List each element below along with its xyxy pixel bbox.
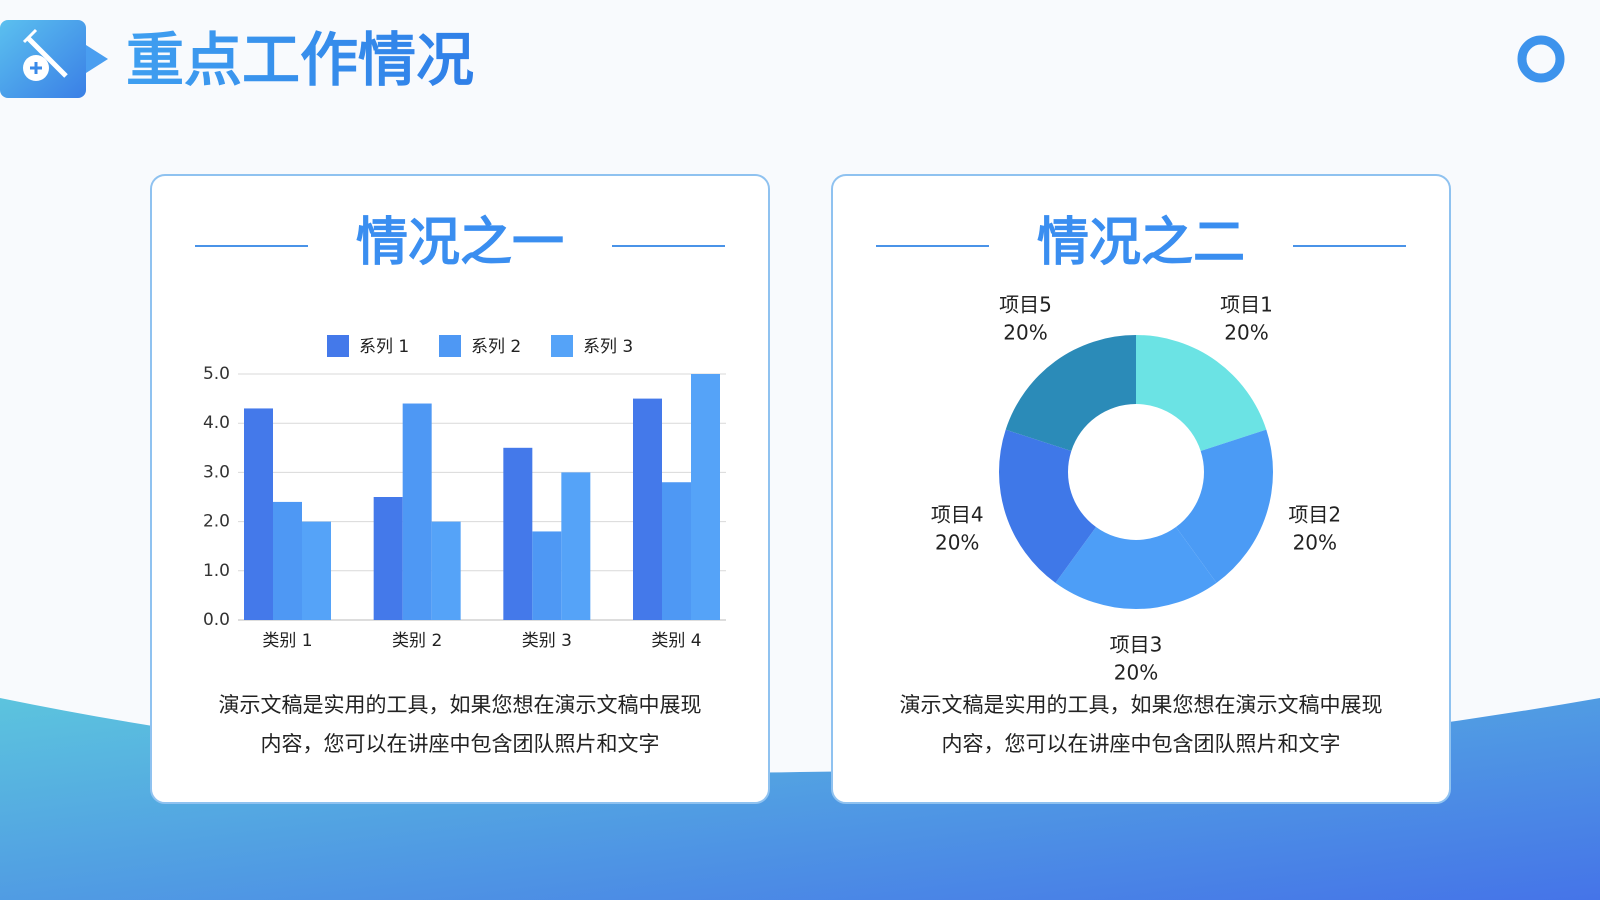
- bar: [503, 447, 533, 620]
- x-tick-label: 类别 4: [651, 631, 701, 651]
- header-icon: [0, 20, 108, 98]
- card-title: 情况之一: [356, 213, 564, 273]
- bar: [273, 501, 302, 620]
- y-tick-label: 3.0: [203, 462, 230, 482]
- donut-slice: [1175, 429, 1274, 583]
- bar: [532, 531, 562, 620]
- legend-swatch: [439, 335, 461, 357]
- slice-label: 项目2: [1288, 503, 1341, 527]
- bar: [662, 482, 691, 620]
- y-tick-label: 2.0: [203, 512, 230, 532]
- card: [150, 174, 770, 804]
- slice-value-label: 20%: [1003, 320, 1047, 344]
- slice-value-label: 20%: [1293, 531, 1337, 555]
- description: 内容，您可以在讲座中包含团队照片和文字: [261, 732, 660, 756]
- slice-value-label: 20%: [1224, 320, 1268, 344]
- y-tick-label: 5.0: [203, 364, 230, 384]
- slice-value-label: 20%: [935, 531, 979, 555]
- donut-slice: [1136, 335, 1267, 451]
- x-tick-label: 类别 1: [262, 631, 312, 651]
- description: 内容，您可以在讲座中包含团队照片和文字: [942, 732, 1341, 756]
- slice-label: 项目3: [1110, 633, 1163, 657]
- slice-label: 项目4: [931, 503, 984, 527]
- decor-ring: [1517, 35, 1565, 83]
- donut-slice: [1055, 527, 1217, 610]
- bar: [373, 497, 403, 620]
- donut-slice: [998, 429, 1097, 583]
- description: 演示文稿是实用的工具，如果您想在演示文稿中展现: [900, 693, 1383, 717]
- bar: [431, 521, 461, 620]
- slice-value-label: 20%: [1114, 661, 1158, 685]
- bar: [691, 374, 720, 620]
- y-tick-label: 0.0: [203, 610, 230, 630]
- page-title: 重点工作情况: [126, 26, 474, 94]
- legend-label: 系列 3: [583, 337, 633, 357]
- legend-label: 系列 1: [359, 337, 409, 357]
- x-tick-label: 类别 2: [392, 631, 442, 651]
- description: 演示文稿是实用的工具，如果您想在演示文稿中展现: [219, 693, 702, 717]
- x-tick-label: 类别 3: [522, 631, 572, 651]
- bar: [633, 398, 662, 620]
- bar: [302, 521, 331, 620]
- card: [831, 174, 1451, 804]
- y-tick-label: 1.0: [203, 561, 230, 581]
- donut-slice: [1005, 335, 1136, 451]
- slice-label: 项目1: [1220, 292, 1273, 316]
- legend-swatch: [327, 335, 349, 357]
- bar: [561, 472, 591, 620]
- bar: [244, 408, 273, 620]
- y-tick-label: 4.0: [203, 413, 230, 433]
- legend-swatch: [551, 335, 573, 357]
- legend-label: 系列 2: [471, 337, 521, 357]
- card-title: 情况之二: [1037, 213, 1245, 273]
- slice-label: 项目5: [999, 292, 1052, 316]
- bottom-wave: [0, 698, 1600, 900]
- bar: [402, 403, 432, 620]
